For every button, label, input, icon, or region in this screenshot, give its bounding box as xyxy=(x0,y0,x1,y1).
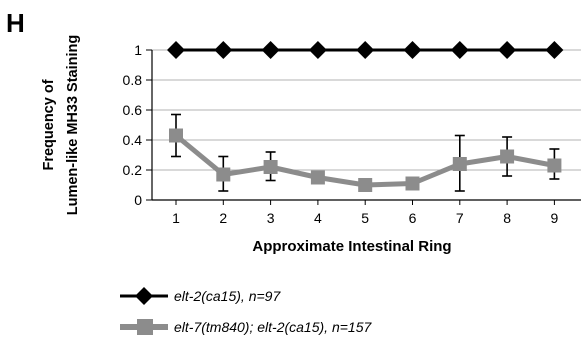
x-axis-label: Approximate Intestinal Ring xyxy=(252,238,451,255)
x-tick-label: 3 xyxy=(267,210,275,226)
y-tick-label: 0.8 xyxy=(123,72,143,88)
x-tick-label: 2 xyxy=(219,210,227,226)
data-point-diamond xyxy=(308,41,327,59)
panel-letter: H xyxy=(6,8,25,38)
x-tick-label: 9 xyxy=(551,210,559,226)
data-point-square xyxy=(169,128,183,143)
data-point-diamond xyxy=(167,41,185,59)
data-point-square xyxy=(500,149,515,164)
data-point-diamond xyxy=(450,41,469,59)
x-tick-label: 5 xyxy=(361,210,369,226)
series-line-2 xyxy=(174,133,555,188)
data-point-diamond xyxy=(403,41,422,59)
x-tick-label: 1 xyxy=(172,210,180,226)
y-tick-label: 0.6 xyxy=(123,102,143,118)
data-point-square xyxy=(216,167,231,182)
x-tick-label: 7 xyxy=(456,210,464,226)
data-point-diamond xyxy=(214,41,233,59)
x-tick-label: 8 xyxy=(503,210,511,226)
data-point-diamond xyxy=(498,41,517,59)
x-axis-ticks: 1 2 3 4 5 6 7 8 9 xyxy=(172,200,559,226)
data-point-square xyxy=(358,178,373,192)
y-axis-label-line-2: Lumen-like MH33 Staining xyxy=(65,35,81,215)
data-point-square xyxy=(263,160,278,174)
y-axis-label-line-1: Frequency of xyxy=(41,79,57,170)
data-point-diamond xyxy=(261,41,280,59)
y-axis-ticks: 0 0.2 0.4 0.6 0.8 1 xyxy=(123,42,152,208)
data-point-diamond xyxy=(356,41,375,59)
series-group xyxy=(167,41,564,192)
data-point-square xyxy=(452,157,467,171)
x-tick-label: 4 xyxy=(314,210,322,226)
legend: elt-2(ca15), n=97 elt-7(tm840); elt-2(ca1… xyxy=(120,287,372,335)
legend-label: elt-2(ca15), n=97 xyxy=(174,288,281,304)
data-point-square xyxy=(310,170,325,185)
legend-marker-square xyxy=(137,319,153,335)
legend-marker-diamond xyxy=(135,287,153,305)
data-point-square xyxy=(547,158,562,173)
y-tick-label: 0 xyxy=(134,192,142,208)
x-tick-label: 6 xyxy=(409,210,417,226)
legend-label: elt-7(tm840); elt-2(ca15), n=157 xyxy=(174,319,372,335)
y-tick-label: 0.2 xyxy=(123,162,143,178)
y-tick-label: 0.4 xyxy=(123,132,143,148)
y-tick-label: 1 xyxy=(134,42,142,58)
data-point-square xyxy=(405,176,420,191)
data-point-diamond xyxy=(545,41,564,59)
